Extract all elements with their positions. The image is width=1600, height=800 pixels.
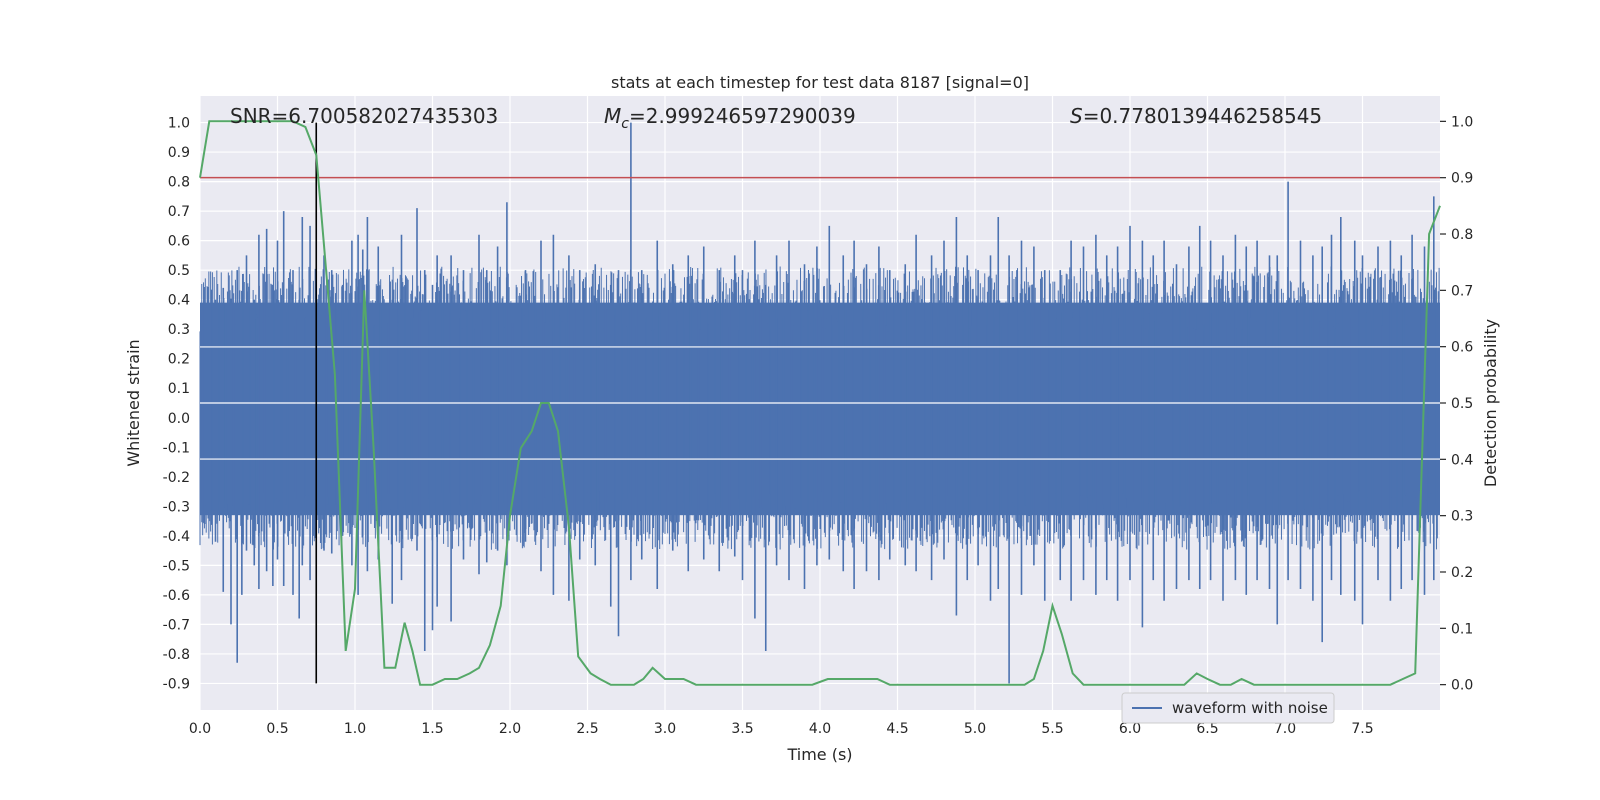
y2-tick-label: 0.1: [1451, 621, 1473, 637]
x-tick-label: 7.5: [1351, 721, 1373, 737]
y-tick-label: 0.6: [168, 234, 190, 250]
x-tick-label: 2.0: [499, 721, 521, 737]
y-tick-label: -0.8: [163, 647, 190, 663]
y2-axis-ticks: 1.0 0.9 0.8 0.7 0.6 0.5 0.4 0.3 0.2 0.1 0.0: [1440, 114, 1473, 694]
chirp-mass-annotation: Mc=2.999246597290039: [604, 104, 856, 132]
y2-tick-label: 0.8: [1451, 227, 1473, 243]
y-tick-label: 0.2: [168, 352, 190, 368]
y-tick-label: -0.3: [163, 499, 190, 515]
y-tick-label: 0.1: [168, 381, 190, 397]
y2-tick-label: 0.3: [1451, 509, 1473, 525]
y2-tick-label: 0.2: [1451, 565, 1473, 581]
y-tick-label: -0.6: [163, 588, 190, 604]
x-tick-label: 5.0: [964, 721, 986, 737]
y-tick-label: -0.1: [163, 440, 190, 456]
x-tick-label: 5.5: [1041, 721, 1063, 737]
y-tick-label: 0.5: [168, 263, 190, 279]
y-tick-label: 0.0: [168, 411, 190, 427]
x-axis-label: Time (s): [786, 745, 852, 764]
y-tick-label: 1.0: [168, 116, 190, 132]
legend-box: [1121, 692, 1335, 724]
x-axis-ticks: 0.0 0.5 1.0 1.5 2.0 2.5 3.0 3.5 4.0 4.5 5.0 5.5 6.0 6…: [189, 721, 1374, 737]
legend: waveform with noise: [1121, 692, 1335, 724]
legend-label-waveform: waveform with noise: [1172, 699, 1328, 717]
s-annotation: S=0.7780139446258545: [1070, 104, 1322, 128]
y2-tick-label: 0.9: [1451, 171, 1473, 187]
chart-title: stats at each timestep for test data 818…: [611, 73, 1029, 92]
y2-tick-label: 0.5: [1451, 396, 1473, 412]
y2-tick-label: 1.0: [1451, 114, 1473, 130]
x-tick-label: 1.0: [344, 721, 366, 737]
y-axis-label: Whitened strain: [124, 339, 143, 466]
x-tick-label: 3.0: [654, 721, 676, 737]
series-detection-probability: [199, 120, 1441, 686]
snr-annotation: SNR=6.700582027435303: [230, 104, 498, 128]
y2-tick-label: 0.7: [1451, 283, 1473, 299]
y-tick-label: -0.5: [163, 558, 190, 574]
x-tick-label: 1.5: [421, 721, 443, 737]
y-tick-label: -0.9: [163, 676, 190, 692]
y-axis-ticks: 1.0 0.9 0.8 0.7 0.6 0.5 0.4 0.3 0.2 0.1 0.0 -0.1 -0.…: [163, 116, 190, 693]
x-tick-label: 7.0: [1274, 721, 1296, 737]
y-tick-label: -0.7: [163, 617, 190, 633]
y-tick-label: 0.8: [168, 175, 190, 191]
y2-axis-label: Detection probability: [1481, 319, 1500, 487]
x-tick-label: 2.5: [576, 721, 598, 737]
y2-tick-label: 0.4: [1451, 452, 1473, 468]
y-tick-label: 0.9: [168, 145, 190, 161]
x-tick-label: 6.0: [1119, 721, 1141, 737]
y-tick-label: 0.3: [168, 322, 190, 338]
y-tick-label: 0.4: [168, 293, 190, 309]
x-tick-label: 6.5: [1196, 721, 1218, 737]
y-tick-label: -0.4: [163, 529, 190, 545]
y2-tick-label: 0.0: [1451, 678, 1473, 694]
y2-tick-label: 0.6: [1451, 340, 1473, 356]
y-tick-label: 0.7: [168, 204, 190, 220]
x-tick-label: 4.0: [809, 721, 831, 737]
x-tick-label: 3.5: [731, 721, 753, 737]
x-tick-label: 0.5: [266, 721, 288, 737]
series-waveform-with-noise: [199, 122, 1440, 684]
x-tick-label: 4.5: [886, 721, 908, 737]
y-tick-label: -0.2: [163, 470, 190, 486]
x-tick-label: 0.0: [189, 721, 211, 737]
